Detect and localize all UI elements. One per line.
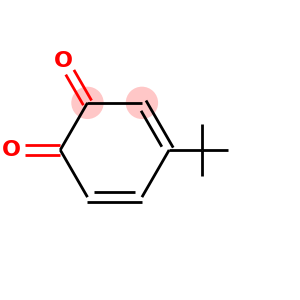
- Text: O: O: [2, 140, 21, 160]
- Circle shape: [126, 87, 158, 119]
- Circle shape: [71, 87, 104, 119]
- Text: O: O: [54, 51, 73, 71]
